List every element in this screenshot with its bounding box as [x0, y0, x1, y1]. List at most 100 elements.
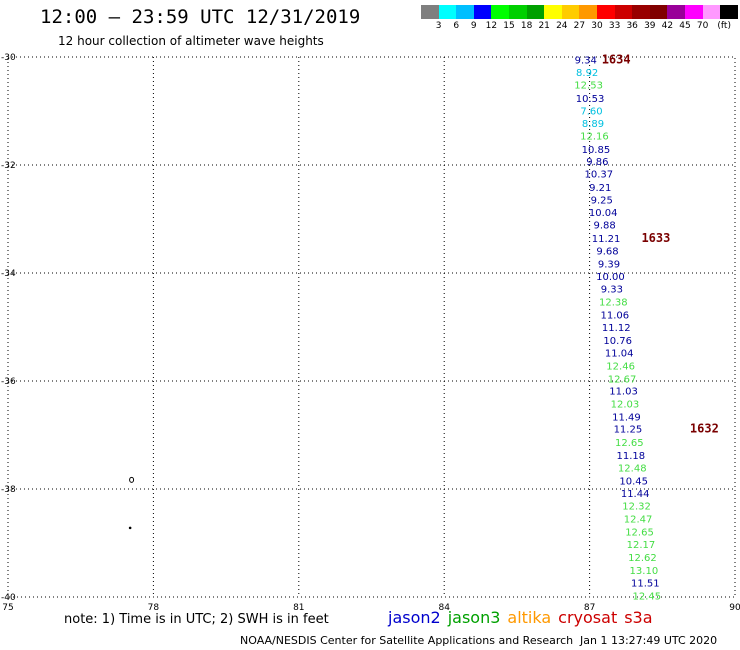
swh-value: 9.34 — [575, 56, 597, 67]
swh-value: 11.12 — [602, 323, 631, 334]
legend-altika: altika — [507, 608, 552, 627]
swh-value: 12.38 — [599, 298, 628, 309]
swh-value: 12.17 — [627, 540, 656, 551]
lon-tick-label: 75 — [2, 603, 13, 613]
pass-time-label: 1633 — [641, 231, 670, 245]
swh-value: 11.21 — [592, 234, 621, 245]
swh-value: 9.39 — [598, 259, 620, 270]
colorbar-cell — [667, 5, 685, 19]
colorbar-cell — [720, 5, 738, 19]
lon-tick-label: 87 — [584, 603, 595, 613]
pass-time-label: 1632 — [690, 422, 719, 436]
swh-value: 11.06 — [600, 311, 629, 322]
swh-value: 10.76 — [603, 336, 632, 347]
colorbar-label: 18 — [520, 21, 533, 31]
swh-value: 12.67 — [608, 374, 637, 385]
swh-value: 10.37 — [584, 170, 613, 181]
colorbar-label: 3 — [435, 21, 442, 31]
colorbar-cell — [438, 5, 457, 19]
legend-cryosat: cryosat — [558, 608, 618, 627]
swh-value: 12.62 — [628, 553, 657, 564]
colorbar-label: 30 — [591, 21, 603, 31]
colorbar-label: 9 — [470, 21, 477, 31]
footer-note: note: 1) Time is in UTC; 2) SWH is in fe… — [64, 612, 329, 627]
swh-colorbar — [421, 5, 738, 19]
colorbar-label: 42 — [661, 21, 674, 31]
swh-value: 9.68 — [596, 246, 618, 257]
colorbar-cell — [684, 5, 703, 19]
satellite-legend: jason2 jason3 altika cryosat s3a — [388, 608, 660, 627]
colorbar-cell — [579, 5, 597, 19]
swh-value: 8.89 — [582, 119, 604, 130]
map-frame — [7, 56, 736, 598]
footer-timestamp: Jan 1 13:27:49 UTC 2020 — [580, 634, 718, 647]
colorbar-cell — [456, 5, 474, 19]
colorbar-label: 36 — [626, 21, 638, 31]
lon-tick-label: 81 — [293, 603, 304, 613]
chart-title: 12:00 – 23:59 UTC 12/31/2019 — [40, 6, 361, 28]
swh-value: 13.10 — [630, 566, 659, 577]
colorbar-cell — [473, 5, 492, 19]
lat-tick-label: -30 — [1, 53, 16, 63]
colorbar-label: 45 — [679, 21, 691, 31]
colorbar-cell — [702, 5, 721, 19]
legend-jason3: jason3 — [447, 608, 501, 627]
swh-value: 10.85 — [582, 145, 611, 156]
lat-tick-label: -40 — [1, 593, 16, 603]
colorbar-cell — [649, 5, 668, 19]
legend-jason2: jason2 — [388, 608, 441, 627]
colorbar-cell — [596, 5, 615, 19]
island-2 — [128, 526, 132, 530]
colorbar-cell — [508, 5, 527, 19]
swh-value: 11.04 — [605, 348, 634, 359]
swh-value: 11.44 — [621, 489, 650, 500]
swh-value: 7.60 — [580, 106, 602, 117]
islands — [128, 476, 135, 530]
swh-value: 12.16 — [580, 131, 609, 142]
colorbar-label: 39 — [644, 21, 656, 31]
lon-tick-label: 84 — [438, 603, 450, 613]
swh-value: 10.00 — [596, 272, 625, 283]
colorbar-label: 6 — [453, 21, 460, 31]
island-1 — [129, 476, 135, 483]
swh-value: 12.65 — [625, 528, 654, 539]
colorbar-label: 24 — [556, 21, 568, 31]
colorbar-label: 15 — [503, 21, 515, 31]
colorbar-cell — [632, 5, 650, 19]
swh-value: 9.21 — [589, 183, 611, 194]
swh-value: 9.25 — [591, 196, 613, 207]
colorbar-label: 70 — [696, 21, 709, 31]
swh-value: 12.53 — [574, 81, 603, 92]
swh-value: 11.25 — [614, 425, 643, 436]
swh-value: 12.48 — [618, 463, 647, 474]
colorbar-cell — [526, 5, 545, 19]
lat-tick-label: -34 — [1, 269, 16, 279]
swh-value: 10.45 — [619, 476, 648, 487]
colorbar-label: 33 — [608, 21, 621, 31]
map-grid — [7, 56, 736, 598]
swh-value: 12.65 — [615, 438, 644, 449]
colorbar-label: 12 — [485, 21, 498, 31]
swh-value: 11.18 — [616, 451, 645, 462]
swh-value: 11.03 — [609, 387, 638, 398]
lon-tick-label: 78 — [148, 603, 160, 613]
colorbar-cell — [561, 5, 580, 19]
swh-value: 12.47 — [624, 515, 653, 526]
lat-tick-label: -32 — [1, 161, 16, 171]
swh-value: 11.51 — [631, 578, 660, 589]
swh-value: 8.92 — [576, 68, 598, 79]
swh-value: 11.49 — [612, 413, 641, 424]
colorbar-cell — [421, 5, 439, 19]
chart-subtitle: 12 hour collection of altimeter wave hei… — [58, 34, 324, 48]
swh-value: 9.88 — [593, 220, 615, 231]
swh-value: 12.46 — [606, 361, 635, 372]
swh-value: 9.86 — [586, 157, 608, 168]
swh-value: 12.32 — [622, 502, 651, 513]
lon-tick-label: 90 — [729, 603, 740, 613]
lat-tick-label: -38 — [1, 485, 16, 495]
colorbar-cell — [491, 5, 509, 19]
colorbar-cell — [544, 5, 562, 19]
legend-s3a: s3a — [624, 608, 653, 627]
